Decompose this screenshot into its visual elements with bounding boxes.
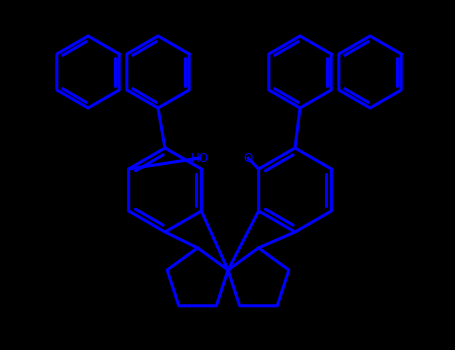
Text: HO: HO bbox=[191, 152, 209, 164]
Text: O: O bbox=[243, 152, 253, 164]
